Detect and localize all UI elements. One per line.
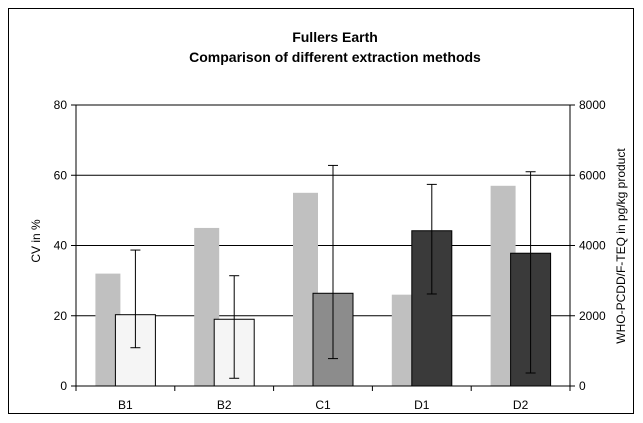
y-tick-right-label: 0 [579,379,586,393]
x-tick-label: B2 [217,398,232,412]
y-axis-right-label: WHO-PCDD/F-TEQ in pg/kg product [614,148,628,344]
y-tick-right-label: 2000 [579,309,606,323]
error-bars [130,164,536,379]
chart-title: Fullers Earth [292,29,378,45]
y-axis-left-label: CV in % [29,219,43,263]
y-tick-left-label: 60 [54,168,68,182]
bars [95,185,552,387]
y-tick-left-label: 80 [54,98,68,112]
x-tick-label: C1 [315,398,331,412]
y-tick-left-label: 40 [54,239,68,253]
chart-subtitle: Comparison of different extraction metho… [189,49,481,65]
y-ticks-right: 0 2000 4000 6000 8000 [570,98,606,393]
x-tick-label: D2 [513,398,529,412]
y-tick-left-label: 0 [60,379,67,393]
y-tick-right-label: 8000 [579,98,606,112]
y-tick-right-label: 4000 [579,239,606,253]
x-ticks: B1 B2 C1 D1 D2 [75,386,571,412]
x-tick-label: B1 [118,398,133,412]
y-ticks-left: 0 20 40 60 80 [54,98,76,393]
y-tick-left-label: 20 [54,309,68,323]
y-tick-right-label: 6000 [579,168,606,182]
x-tick-label: D1 [414,398,430,412]
